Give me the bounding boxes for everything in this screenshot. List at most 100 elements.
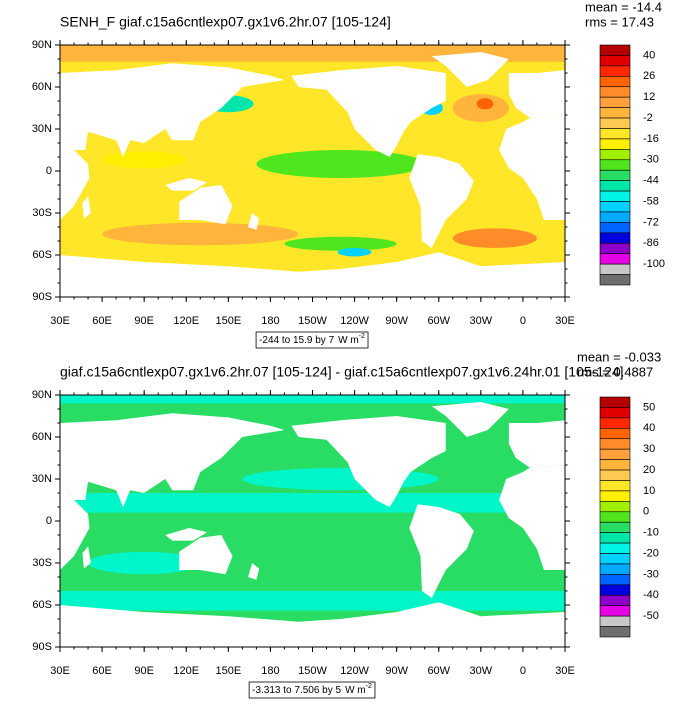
colorbar-box [599, 594, 631, 606]
colorbar-box [599, 138, 631, 150]
colorbar-label: -30 [643, 568, 659, 580]
colorbar-label: 40 [643, 422, 655, 434]
lon-label: 90E [134, 315, 154, 327]
units-exponent: -2 [366, 683, 372, 690]
colorbar-box [599, 65, 631, 77]
colorbar-box [599, 149, 631, 161]
colorbar-box [599, 107, 631, 119]
range-label: -244 to 15.9 by 7 W m-2 [259, 333, 365, 346]
panel-stat: mean = -0.033 [577, 349, 661, 364]
range-box: -3.313 to 7.506 by 5 W m-2 [248, 681, 376, 699]
colorbar-box [599, 263, 631, 275]
lon-label: 150W [298, 665, 327, 677]
colorbar-label: 40 [643, 49, 655, 61]
colorbar-label: 30 [643, 443, 655, 455]
colorbar-box [599, 396, 631, 408]
range-frame [255, 331, 369, 349]
panel-stat: rms = 17.43 [585, 14, 654, 29]
colorbar-box [599, 626, 631, 638]
lat-label: 90S [32, 641, 52, 653]
colorbar-label: -40 [643, 589, 659, 601]
lon-label: 60E [92, 315, 112, 327]
panel-stat: mean = -14.4 [585, 0, 662, 14]
units: W m [345, 685, 366, 696]
range-label: -3.313 to 7.506 by 5 W m-2 [252, 683, 372, 696]
colorbar-box [599, 480, 631, 492]
lat-label: 60N [32, 81, 52, 93]
colorbar-box [599, 563, 631, 575]
colorbar-box [599, 490, 631, 502]
colorbar-box [599, 584, 631, 596]
lon-label: 120W [340, 315, 369, 327]
lon-label: 180 [261, 665, 279, 677]
lon-label: 30E [555, 315, 575, 327]
colorbar-label: -2 [643, 112, 653, 124]
lat-label: 90N [32, 389, 52, 401]
colorbar-label: 0 [643, 506, 649, 518]
colorbar-box [599, 96, 631, 108]
colorbar-label: -20 [643, 547, 659, 559]
lat-label: 30S [32, 557, 52, 569]
colorbar-label: 26 [643, 70, 655, 82]
lat-label: 90S [32, 291, 52, 303]
colorbar-label: -50 [643, 610, 659, 622]
colorbar-box [599, 190, 631, 202]
range-text: -3.313 to 7.506 by 5 [252, 685, 341, 696]
lon-label: 30E [50, 315, 70, 327]
colorbar-label: -10 [643, 527, 659, 539]
colorbar-box [599, 180, 631, 192]
lat-label: 30N [32, 123, 52, 135]
units-exponent: -2 [359, 333, 365, 340]
lat-label: 60S [32, 249, 52, 261]
colorbar-box [599, 448, 631, 460]
colorbar-box [599, 605, 631, 617]
lat-label: 30S [32, 207, 52, 219]
colorbar-box [599, 44, 631, 56]
lon-label: 90W [385, 315, 408, 327]
lon-label: 120E [173, 665, 199, 677]
colorbar-box [599, 469, 631, 481]
colorbar-box [599, 76, 631, 88]
colorbar-box [599, 253, 631, 265]
colorbar-box [599, 169, 631, 181]
colorbar-label: -72 [643, 216, 659, 228]
colorbar-label: -16 [643, 133, 659, 145]
lon-label: 90E [134, 665, 154, 677]
colorbar-box [599, 201, 631, 213]
lon-label: 180 [261, 315, 279, 327]
colorbar-box [599, 532, 631, 544]
range-frame [248, 681, 376, 699]
colorbar-label: -86 [643, 237, 659, 249]
colorbar-label: 20 [643, 464, 655, 476]
colorbar-label: 12 [643, 91, 655, 103]
map-field [60, 395, 565, 647]
lat-label: 60N [32, 431, 52, 443]
lon-label: 60W [427, 315, 450, 327]
colorbar-label: 50 [643, 401, 655, 413]
colorbar-box [599, 511, 631, 523]
colorbar-box [599, 232, 631, 244]
range-text: -244 to 15.9 by 7 [259, 335, 334, 346]
colorbar-label: -100 [643, 258, 665, 270]
colorbar-box [599, 55, 631, 67]
lat-label: 0 [46, 515, 52, 527]
colorbar-label: -30 [643, 154, 659, 166]
panel-stat: rms = 0.4887 [577, 364, 653, 379]
lon-label: 150W [298, 315, 327, 327]
lon-label: 30E [555, 665, 575, 677]
colorbar-box [599, 501, 631, 513]
colorbar-label: 10 [643, 485, 655, 497]
panel-title: giaf.c15a6cntlexp07.gx1v6.2hr.07 [105-12… [60, 364, 624, 380]
colorbar-box [599, 574, 631, 586]
lon-label: 120E [173, 315, 199, 327]
colorbar-box [599, 222, 631, 234]
range-box: -244 to 15.9 by 7 W m-2 [255, 331, 369, 349]
lon-label: 60W [427, 665, 450, 677]
colorbar-box [599, 159, 631, 171]
lat-label: 90N [32, 39, 52, 51]
colorbar-box [599, 521, 631, 533]
colorbar-box [599, 459, 631, 471]
map-field [60, 45, 565, 297]
colorbar-box [599, 274, 631, 286]
colorbar-box [599, 428, 631, 440]
